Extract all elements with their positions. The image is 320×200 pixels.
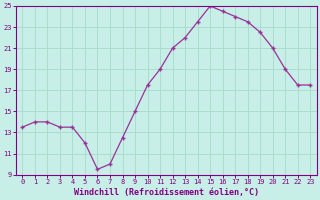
X-axis label: Windchill (Refroidissement éolien,°C): Windchill (Refroidissement éolien,°C) <box>74 188 259 197</box>
